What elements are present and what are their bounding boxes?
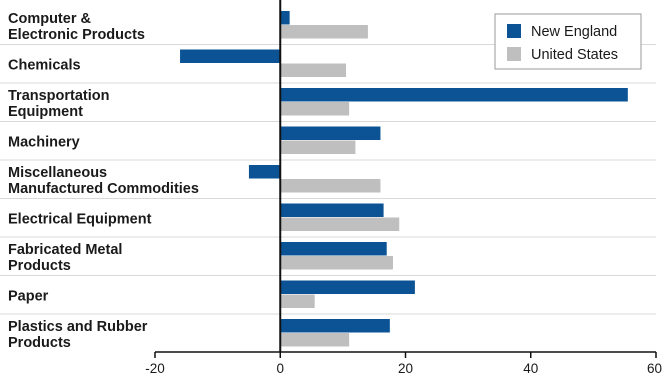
category-label-line: Computer & [8, 11, 92, 27]
legend-swatch-new-england [507, 24, 521, 38]
bar-new-england-miscellaneous-manufactured-commodities [248, 165, 281, 179]
category-label-fabricated-metal-products: Fabricated Metal Products [8, 242, 122, 274]
bar-united-states-plastics-and-rubber-products [280, 333, 350, 347]
legend-label-new-england: New England [531, 24, 617, 40]
category-label-line: Electrical Equipment [8, 212, 152, 228]
category-label-line: Equipment [8, 104, 83, 120]
category-label-electrical-equipment: Electrical Equipment [8, 212, 152, 228]
bars [180, 11, 628, 347]
category-label-transportation-equipment: Transportation Equipment [8, 88, 110, 120]
category-label-line: Fabricated Metal [8, 242, 122, 258]
category-label-line: Miscellaneous [8, 165, 107, 181]
category-labels: Computer & Electronic Products Chemicals Tr… [8, 11, 199, 351]
bar-united-states-transportation-equipment [280, 102, 350, 116]
category-label-miscellaneous-manufactured-commodities: Miscellaneous Manufactured Commodities [8, 165, 199, 197]
category-label-line: Chemicals [8, 58, 81, 74]
row-separators [0, 44, 656, 315]
x-tick-label: 0 [276, 361, 284, 376]
legend-swatch-united-states [507, 47, 521, 61]
category-label-paper: Paper [8, 289, 49, 305]
category-label-line: Machinery [8, 135, 80, 151]
bar-new-england-machinery [280, 126, 381, 140]
category-label-line: Plastics and Rubber [8, 319, 148, 335]
x-tick-label: 60 [647, 361, 662, 376]
bar-united-states-computer-electronic-products [280, 25, 368, 39]
x-tick-label: -20 [145, 361, 165, 376]
bar-new-england-electrical-equipment [280, 203, 384, 217]
legend: New England United States [494, 13, 642, 70]
bar-new-england-computer-electronic-products [280, 11, 290, 25]
bar-new-england-paper [280, 280, 415, 294]
category-label-line: Manufactured Commodities [8, 181, 199, 197]
bar-united-states-chemicals [280, 63, 347, 77]
bar-new-england-transportation-equipment [280, 88, 628, 102]
category-label-computer-electronic-products: Computer & Electronic Products [8, 11, 145, 43]
category-label-machinery: Machinery [8, 135, 80, 151]
category-label-line: Electronic Products [8, 27, 145, 43]
category-label-line: Products [8, 335, 71, 351]
bar-united-states-electrical-equipment [280, 217, 400, 231]
bar-united-states-fabricated-metal-products [280, 256, 393, 270]
category-label-plastics-and-rubber-products: Plastics and Rubber Products [8, 319, 148, 351]
category-label-chemicals: Chemicals [8, 58, 81, 74]
bar-united-states-paper [280, 294, 315, 308]
category-label-line: Transportation [8, 88, 110, 104]
bar-united-states-machinery [280, 140, 356, 154]
bar-new-england-fabricated-metal-products [280, 242, 387, 256]
x-tick-label: 20 [398, 361, 413, 376]
bar-new-england-chemicals [180, 49, 281, 63]
bar-united-states-miscellaneous-manufactured-commodities [280, 179, 381, 193]
legend-label-united-states: United States [531, 47, 618, 63]
x-axis-ticks: -20 0 20 40 60 [145, 352, 662, 376]
x-tick-label: 40 [523, 361, 538, 376]
category-label-line: Paper [8, 289, 49, 305]
bar-new-england-plastics-and-rubber-products [280, 319, 390, 333]
category-label-line: Products [8, 258, 71, 274]
